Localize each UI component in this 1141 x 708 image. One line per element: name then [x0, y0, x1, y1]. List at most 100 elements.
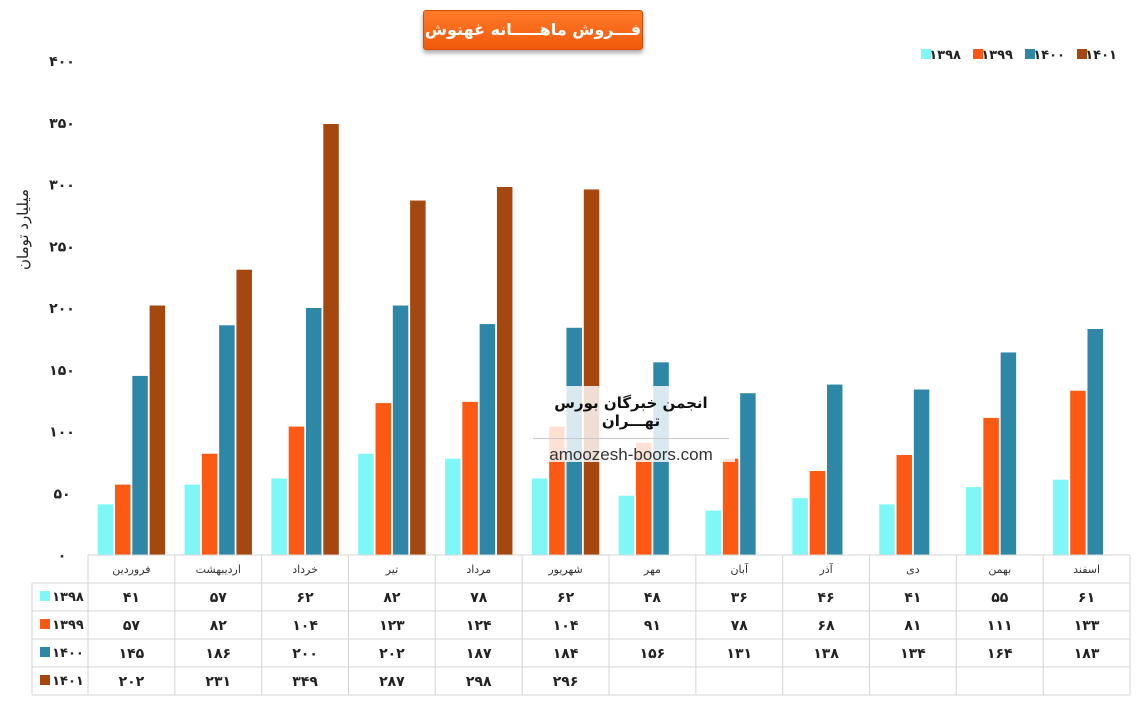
- table-legend-swatch: [40, 619, 50, 629]
- legend-label: ۱۴۰۰: [1033, 48, 1065, 63]
- data-label: ۶۸: [818, 618, 836, 634]
- bar-1-7: [618, 495, 635, 555]
- y-tick-label: ۲۰۰: [49, 301, 75, 317]
- data-label: ۶۲: [557, 590, 575, 606]
- bar-3-10: [913, 389, 930, 555]
- bar-1-2: [184, 484, 201, 555]
- bar-3-9: [826, 384, 843, 555]
- data-label: ۸۲: [383, 590, 401, 606]
- data-label: ۱۸۷: [466, 646, 492, 662]
- table-series-name: ۱۳۹۹: [52, 618, 84, 633]
- x-tick-label: مهر: [643, 563, 661, 576]
- bar-1-4: [358, 453, 374, 555]
- x-tick-label: فروردین: [112, 563, 150, 576]
- data-label: ۱۸۴: [553, 646, 579, 662]
- data-label: ۱۲۳: [379, 618, 405, 634]
- bar-2-3: [288, 426, 305, 555]
- data-label: ۱۵۶: [640, 646, 666, 662]
- data-label: ۱۶۴: [987, 646, 1013, 662]
- watermark-title: انجمن خبرگان بورس تهـــران: [554, 394, 708, 430]
- bar-3-11: [1000, 352, 1017, 555]
- bar-1-8: [705, 510, 722, 555]
- bar-2-10: [896, 454, 913, 555]
- data-label: ۱۳۴: [900, 646, 926, 662]
- bar-1-1: [97, 504, 114, 555]
- data-label: ۵۷: [210, 590, 228, 606]
- watermark: انجمن خبرگان بورس تهـــران amoozesh-boor…: [527, 386, 735, 464]
- bar-4-6: [583, 189, 600, 555]
- table-legend-swatch: [40, 591, 50, 601]
- bar-1-3: [271, 478, 287, 555]
- bar-2-4: [375, 403, 392, 555]
- data-label: ۱۰۴: [553, 618, 579, 634]
- bar-4-3: [323, 123, 339, 556]
- data-label: ۴۶: [818, 590, 835, 606]
- bar-3-1: [132, 375, 148, 555]
- y-tick-label: ۲۵۰: [49, 239, 75, 255]
- data-label: ۷۸: [470, 590, 488, 606]
- table-series-name: ۱۴۰۰: [52, 646, 84, 661]
- data-label: ۲۰۲: [119, 674, 145, 690]
- bar-2-9: [809, 471, 826, 555]
- bar-2-5: [462, 401, 478, 555]
- data-label: ۵۵: [991, 590, 1009, 606]
- data-label: ۱۳۸: [813, 646, 839, 662]
- data-label: ۴۸: [644, 590, 662, 606]
- x-tick-label: اسفند: [1073, 563, 1100, 576]
- legend-swatch: [1077, 49, 1087, 59]
- bar-1-11: [966, 487, 982, 555]
- y-axis-label: میلیارد تومان: [14, 189, 32, 270]
- y-tick-label: ۱۰۰: [49, 425, 75, 441]
- data-label: ۱۲۴: [466, 618, 492, 634]
- bar-4-1: [149, 305, 166, 555]
- legend-label: ۱۳۹۸: [929, 48, 961, 63]
- bar-3-12: [1087, 328, 1103, 555]
- bar-2-7: [636, 442, 652, 555]
- data-label: ۲۰۲: [379, 646, 405, 662]
- x-tick-label: خرداد: [292, 563, 318, 576]
- data-label: ۲۸۷: [379, 674, 405, 690]
- bar-3-8: [740, 393, 756, 555]
- table-legend-swatch: [40, 647, 50, 657]
- data-label: ۵۷: [123, 618, 141, 634]
- x-tick-label: آذر: [818, 562, 833, 576]
- y-tick-label: ۳۰۰: [49, 178, 75, 194]
- bar-4-4: [410, 200, 426, 555]
- bar-3-2: [219, 325, 235, 555]
- x-tick-label: اردیبهشت: [196, 563, 241, 576]
- bar-3-3: [305, 308, 322, 555]
- watermark-divider: [533, 438, 729, 439]
- y-tick-label: ۵۰: [53, 486, 70, 502]
- table-series-name: ۱۴۰۱: [52, 674, 84, 689]
- bar-2-11: [983, 417, 999, 555]
- y-tick-label: ۴۰۰: [49, 54, 75, 70]
- legend-swatch: [973, 49, 983, 59]
- bar-1-12: [1052, 479, 1069, 555]
- y-tick-label: ۰: [58, 548, 67, 564]
- x-tick-label: دی: [906, 563, 920, 576]
- data-label: ۲۰۰: [292, 646, 318, 662]
- bar-2-1: [115, 484, 131, 555]
- bar-3-4: [392, 305, 409, 555]
- data-label: ۳۶: [731, 590, 748, 606]
- data-label: ۱۸۳: [1074, 646, 1100, 662]
- data-label: ۸۱: [904, 618, 921, 634]
- data-label: ۷۸: [731, 618, 749, 634]
- data-label: ۶۲: [297, 590, 315, 606]
- x-tick-label: بهمن: [988, 563, 1011, 576]
- data-label: ۱۰۴: [292, 618, 318, 634]
- data-label: ۲۳۱: [205, 674, 231, 690]
- watermark-url: amoozesh-boors.com: [549, 445, 713, 464]
- data-label: ۱۱۱: [987, 618, 1013, 634]
- bar-1-6: [531, 478, 548, 555]
- data-label: ۲۹۸: [466, 674, 492, 690]
- data-label: ۱۳۱: [726, 646, 752, 662]
- x-tick-label: شهریور: [547, 563, 582, 576]
- legend-label: ۱۴۰۱: [1085, 48, 1117, 63]
- bar-2-8: [722, 458, 739, 555]
- legend-label: ۱۳۹۹: [981, 48, 1013, 63]
- table-legend-swatch: [40, 675, 50, 685]
- data-label: ۳۴۹: [292, 674, 318, 690]
